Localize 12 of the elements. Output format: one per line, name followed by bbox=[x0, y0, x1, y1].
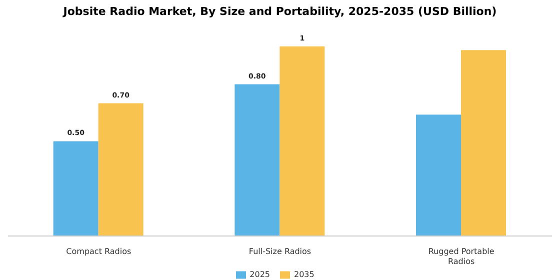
bar bbox=[461, 50, 506, 236]
bar bbox=[234, 84, 280, 236]
legend-label: 2035 bbox=[294, 270, 314, 280]
x-tick-label: Compact Radios bbox=[66, 247, 132, 256]
x-tick-label: Full-Size Radios bbox=[248, 247, 312, 256]
chart-title: Jobsite Radio Market, By Size and Portability, 2025-2035 (USD Billion) bbox=[62, 4, 498, 20]
bar bbox=[53, 141, 98, 236]
x-tick-label: Rugged Portable Radios bbox=[428, 247, 494, 266]
bar bbox=[416, 114, 461, 236]
bar bbox=[98, 103, 144, 236]
bar bbox=[280, 46, 325, 236]
legend-label: 2025 bbox=[250, 270, 270, 280]
